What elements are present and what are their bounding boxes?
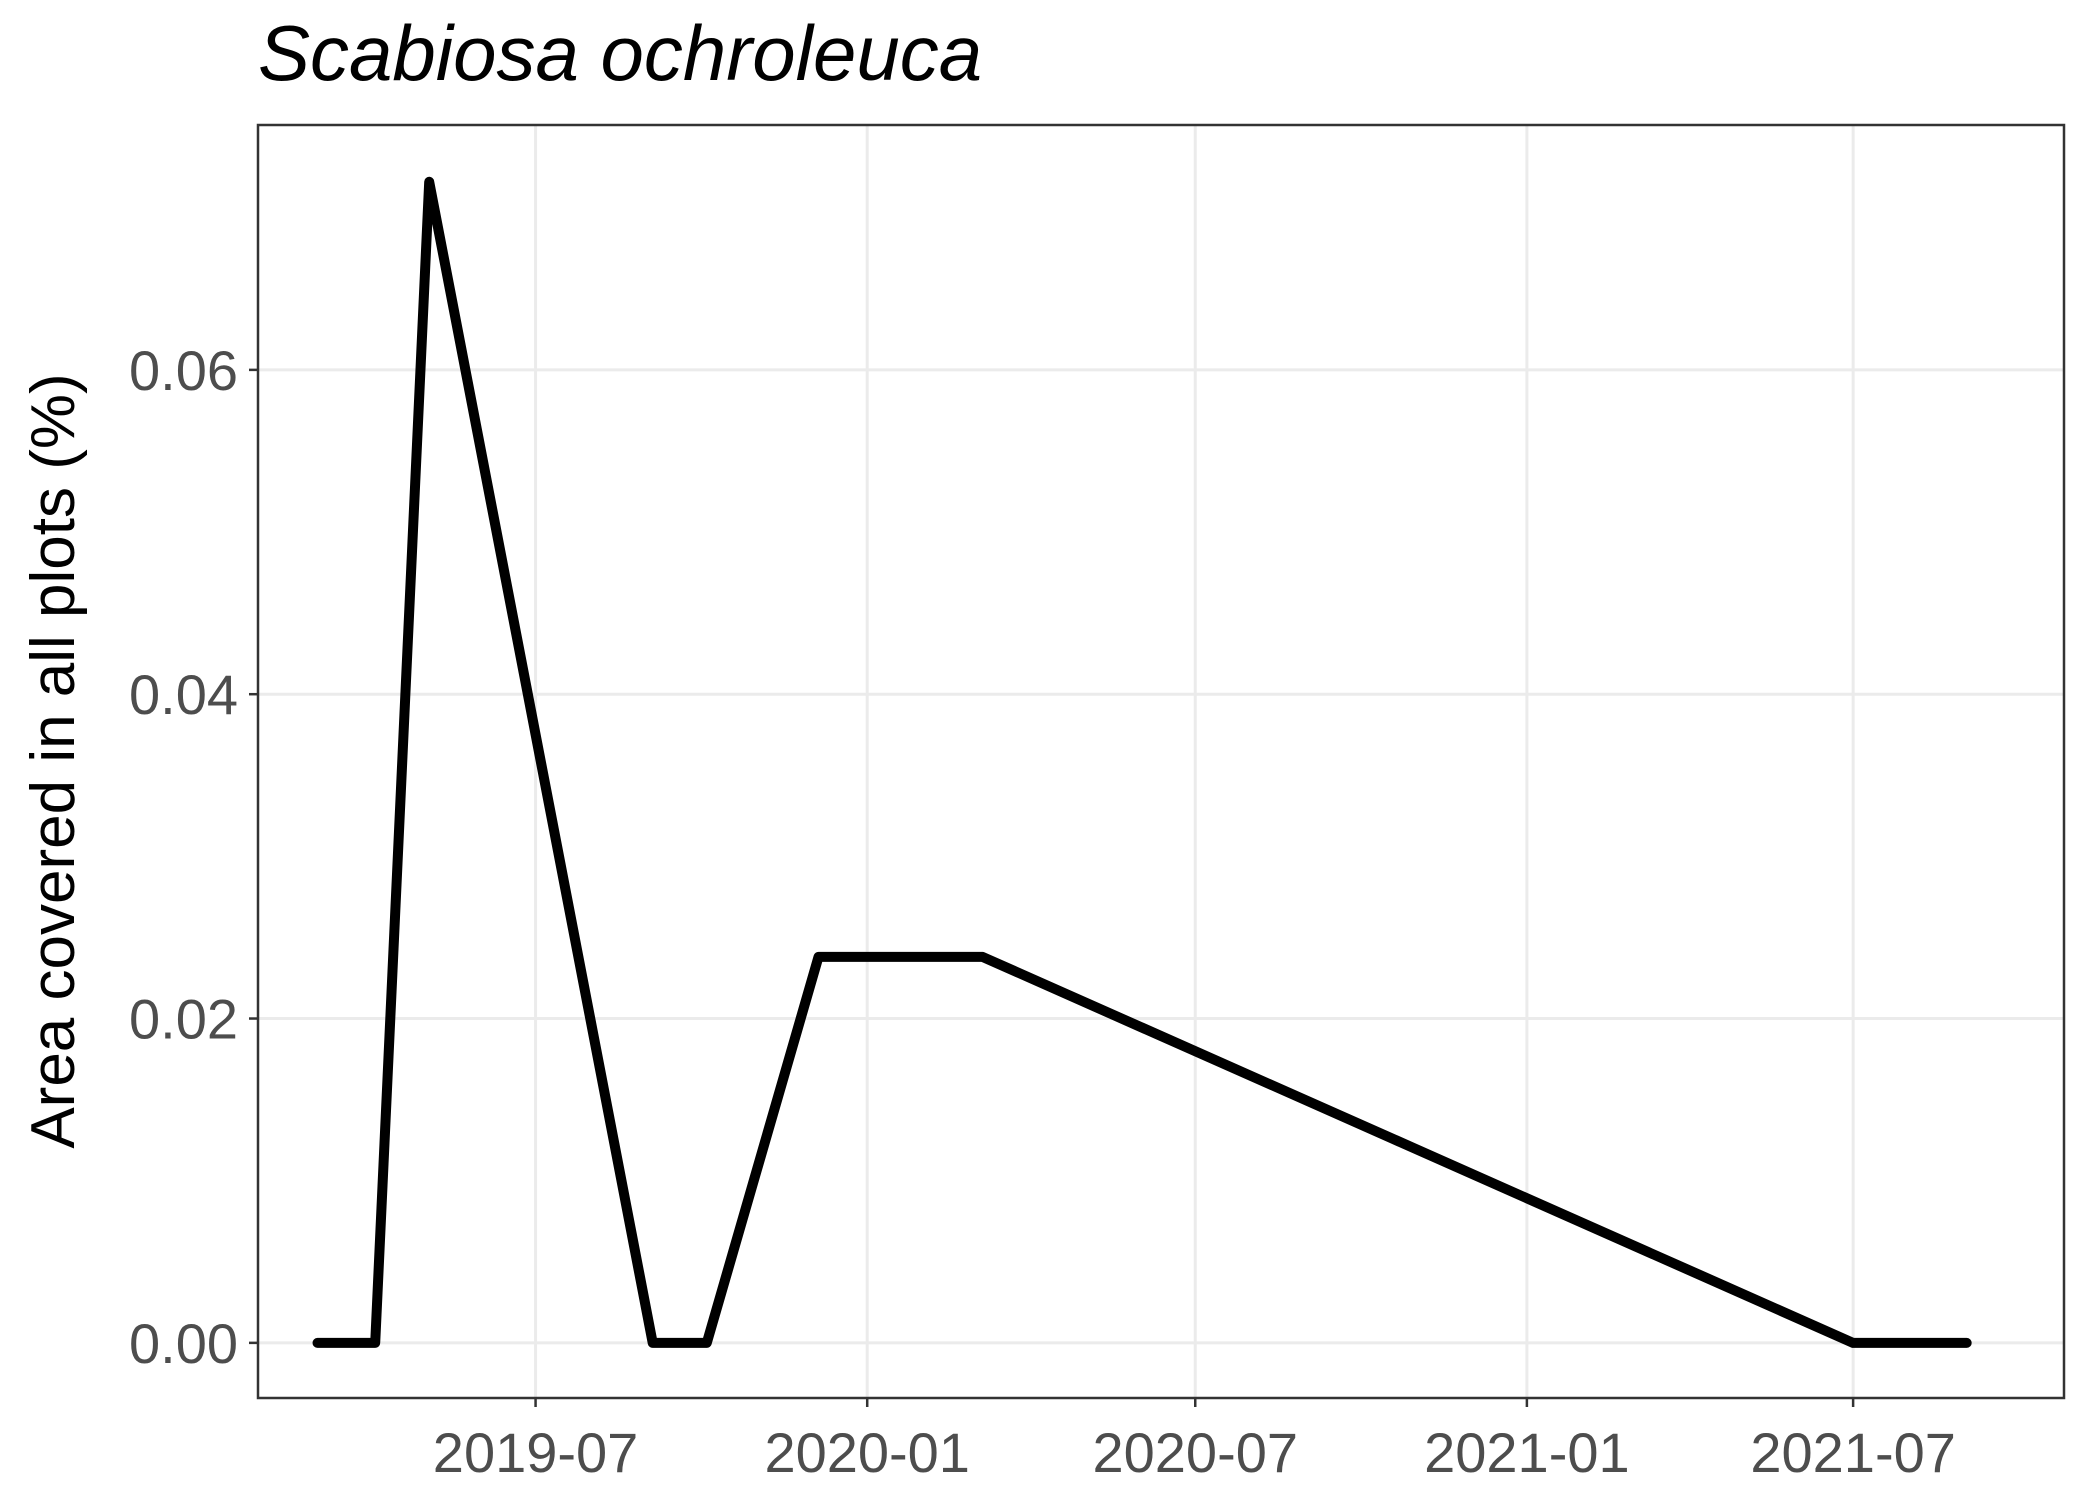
axis-ticks: 0.00 0.02 0.04 0.06 2019-07 2020-01 2020-07 202… bbox=[129, 339, 1956, 1484]
y-tick-label: 0.06 bbox=[129, 339, 238, 402]
y-axis-label: Area covered in all plots (%) bbox=[19, 373, 88, 1148]
x-tick-label: 2020-01 bbox=[764, 1421, 970, 1484]
plot-panel-border bbox=[256, 123, 2066, 1400]
series-layer bbox=[312, 176, 1972, 1348]
y-tick-label: 0.04 bbox=[129, 663, 238, 726]
x-tick-label: 2021-07 bbox=[1750, 1421, 1956, 1484]
chart-title: Scabiosa ochroleuca bbox=[258, 9, 982, 97]
series-line bbox=[312, 176, 1972, 1348]
grid bbox=[258, 125, 2064, 1398]
x-tick-label: 2019-07 bbox=[433, 1421, 639, 1484]
y-tick-label: 0.02 bbox=[129, 988, 238, 1051]
x-tick-label: 2020-07 bbox=[1092, 1421, 1298, 1484]
y-tick-label: 0.00 bbox=[129, 1312, 238, 1375]
x-tick-label: 2021-01 bbox=[1424, 1421, 1630, 1484]
